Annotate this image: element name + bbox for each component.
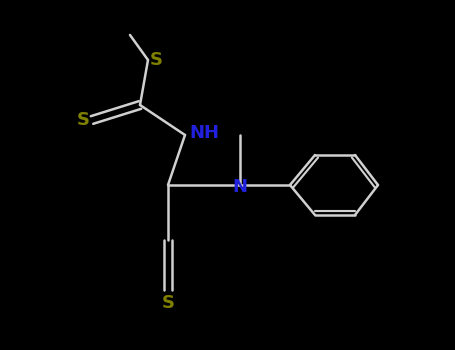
Text: NH: NH (189, 124, 219, 142)
Text: S: S (77, 111, 90, 129)
Text: S: S (150, 51, 163, 69)
Text: S: S (162, 294, 175, 312)
Text: N: N (233, 178, 248, 196)
